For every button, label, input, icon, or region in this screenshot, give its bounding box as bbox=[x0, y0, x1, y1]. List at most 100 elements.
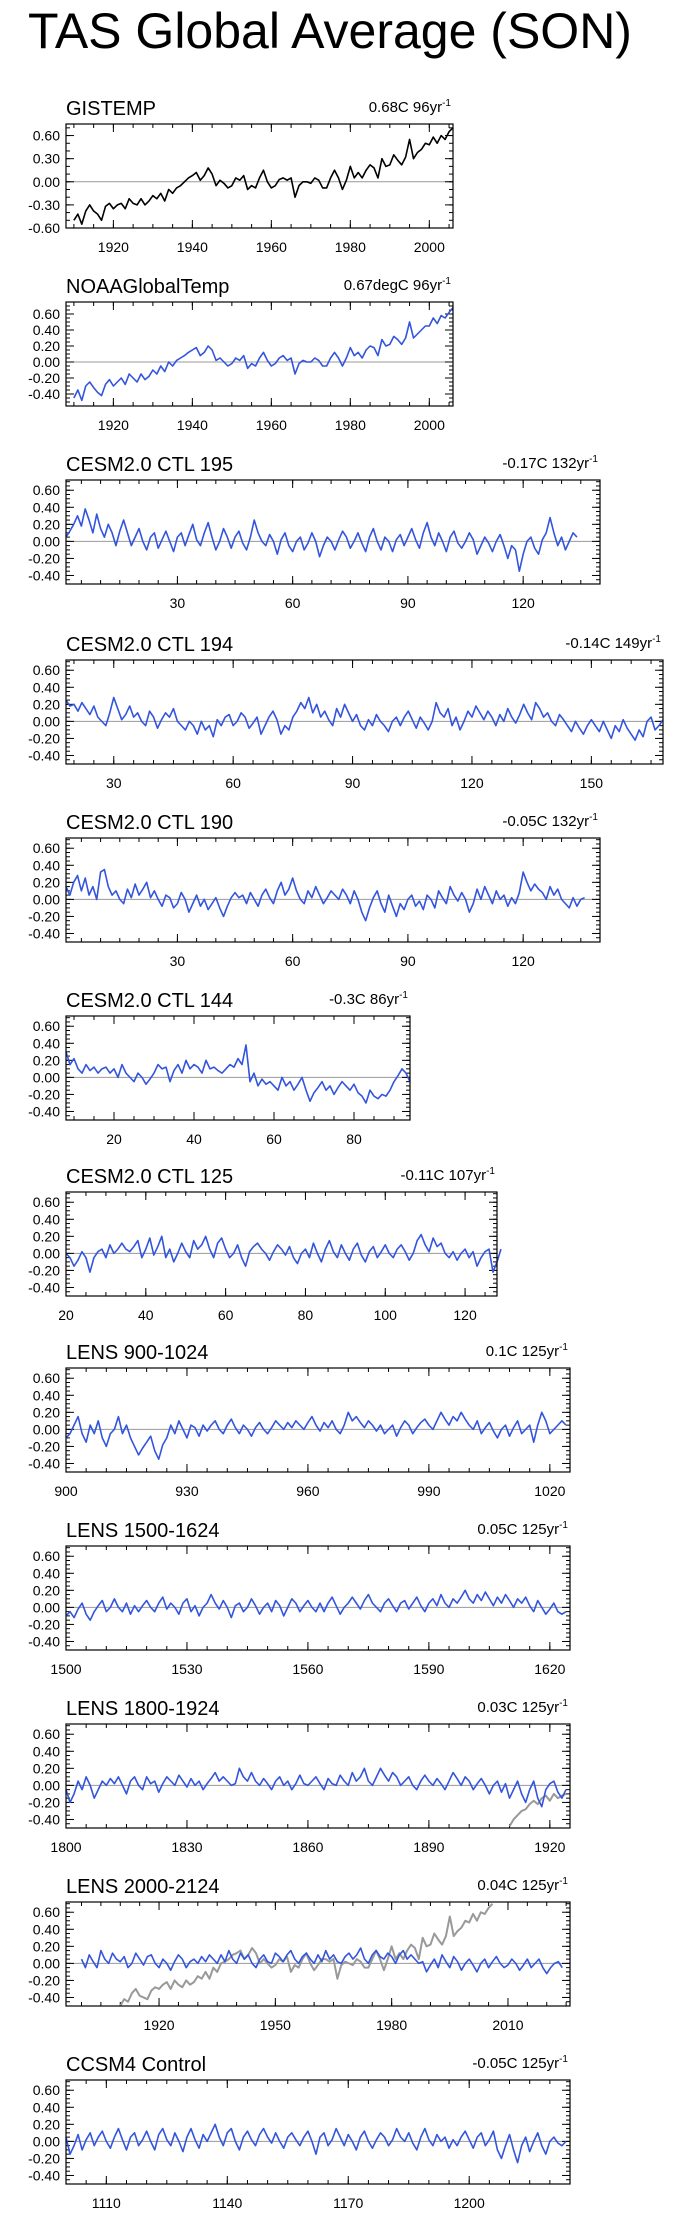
y-tick-label: 0.60 bbox=[33, 128, 60, 144]
x-tick-label: 1960 bbox=[256, 417, 287, 433]
x-tick-label: 1920 bbox=[143, 2017, 174, 2033]
x-tick-label: 2000 bbox=[414, 239, 445, 255]
y-tick-label: 0.20 bbox=[33, 1760, 60, 1776]
series-line bbox=[65, 1233, 502, 1273]
x-tick-label: 1980 bbox=[335, 239, 366, 255]
panel-stat: -0.17C 132yr-1 bbox=[502, 454, 598, 472]
panel-title: LENS 900-1024 bbox=[66, 1342, 208, 1364]
y-tick-label: 0.60 bbox=[33, 1548, 60, 1564]
y-tick-label: 0.20 bbox=[33, 338, 60, 354]
y-tick-label: 0.60 bbox=[33, 482, 60, 498]
panel-stat-exponent: -1 bbox=[559, 2054, 568, 2065]
y-tick-label: 0.20 bbox=[33, 1228, 60, 1244]
y-tick-label: 0.00 bbox=[33, 533, 60, 549]
x-tick-label: 100 bbox=[374, 1307, 398, 1323]
overlay-series-line bbox=[508, 1792, 567, 1827]
y-tick-label: -0.20 bbox=[28, 1972, 60, 1988]
panel-stat: 0.04C 125yr-1 bbox=[477, 1876, 568, 1894]
panel-stat-exponent: -1 bbox=[559, 1520, 568, 1531]
x-tick-label: 80 bbox=[298, 1307, 314, 1323]
x-tick-label: 1920 bbox=[534, 1839, 565, 1855]
panel-title: LENS 1800-1924 bbox=[66, 1698, 219, 1720]
x-tick-label: 930 bbox=[175, 1483, 199, 1499]
x-tick-label: 1940 bbox=[177, 239, 208, 255]
x-tick-label: 2000 bbox=[414, 417, 445, 433]
y-tick-label: -0.20 bbox=[28, 1616, 60, 1632]
y-tick-label: -0.40 bbox=[28, 567, 60, 583]
y-tick-label: 0.30 bbox=[33, 151, 60, 167]
x-tick-label: 1980 bbox=[335, 417, 366, 433]
plot-frame bbox=[65, 659, 664, 765]
x-tick-label: 40 bbox=[138, 1307, 154, 1323]
panel-title: GISTEMP bbox=[66, 98, 156, 120]
y-tick-label: 0.00 bbox=[33, 1777, 60, 1793]
y-tick-label: 0.60 bbox=[33, 1726, 60, 1742]
y-tick-label: 0.60 bbox=[33, 1018, 60, 1034]
panel-stat: 0.1C 125yr-1 bbox=[486, 1342, 569, 1360]
x-tick-label: 1500 bbox=[50, 1661, 81, 1677]
plot-frame bbox=[65, 1015, 411, 1121]
y-tick-label: -0.40 bbox=[28, 1103, 60, 1119]
panel-stat: 0.03C 125yr-1 bbox=[477, 1698, 568, 1716]
panel-stat-exponent: -1 bbox=[589, 454, 598, 465]
chart-panel: 0.60 0.30 0.00 -0.30 -0.60 1920 1940 1960 1980 20… bbox=[28, 98, 454, 255]
y-tick-label: 0.20 bbox=[33, 516, 60, 532]
chart-panel: 0.600.400.200.00-0.20-0.40 1110 1140 1170 12… bbox=[28, 2054, 571, 2211]
y-tick-label: -0.20 bbox=[28, 550, 60, 566]
x-tick-label: 60 bbox=[285, 595, 301, 611]
x-tick-label: 1960 bbox=[256, 239, 287, 255]
y-tick-label: 0.40 bbox=[33, 1743, 60, 1759]
y-tick-label: -0.20 bbox=[28, 730, 60, 746]
y-tick-label: 0.40 bbox=[33, 1211, 60, 1227]
panel-stat: -0.11C 107yr-1 bbox=[400, 1166, 495, 1184]
plot-frame bbox=[65, 123, 454, 229]
chart-panel: 0.600.400.200.00-0.20-0.40 1800 1830 1860 18… bbox=[28, 1698, 571, 1855]
y-tick-label: 0.00 bbox=[33, 713, 60, 729]
x-tick-label: 1560 bbox=[292, 1661, 323, 1677]
panel-title: NOAAGlobalTemp bbox=[66, 276, 229, 298]
panel-title: CESM2.0 CTL 194 bbox=[66, 634, 233, 656]
x-tick-label: 120 bbox=[460, 775, 484, 791]
panel-stat-exponent: -1 bbox=[486, 1166, 495, 1177]
panel-stat-exponent: -1 bbox=[442, 276, 451, 287]
y-tick-label: -0.20 bbox=[28, 1794, 60, 1810]
x-tick-label: 1980 bbox=[376, 2017, 407, 2033]
x-tick-label: 40 bbox=[186, 1131, 202, 1147]
y-tick-label: -0.40 bbox=[28, 925, 60, 941]
chart-panel: 0.600.400.200.00-0.20-0.40 900 930 960 990 10… bbox=[28, 1342, 571, 1499]
x-tick-label: 1620 bbox=[534, 1661, 565, 1677]
y-tick-label: 0.40 bbox=[33, 499, 60, 515]
x-tick-label: 1830 bbox=[171, 1839, 202, 1855]
x-tick-label: 90 bbox=[400, 595, 416, 611]
x-tick-label: 60 bbox=[266, 1131, 282, 1147]
y-tick-label: 0.00 bbox=[33, 1245, 60, 1261]
plot-frame bbox=[65, 837, 601, 943]
chart-panel: 0.600.400.200.00-0.20-0.40 1500 1530 1560 15… bbox=[28, 1520, 571, 1677]
y-tick-label: -0.20 bbox=[28, 370, 60, 386]
y-tick-label: -0.40 bbox=[28, 2167, 60, 2183]
series-line bbox=[65, 1767, 567, 1808]
chart-panel: 0.600.400.200.00-0.20-0.40 30 60 90 120 CESM2… bbox=[28, 454, 601, 611]
y-tick-label: -0.20 bbox=[28, 2150, 60, 2166]
x-tick-label: 2010 bbox=[492, 2017, 523, 2033]
y-tick-label: 0.00 bbox=[33, 1421, 60, 1437]
y-tick-label: 0.20 bbox=[33, 874, 60, 890]
x-tick-label: 1590 bbox=[413, 1661, 444, 1677]
panel-stat: -0.05C 125yr-1 bbox=[472, 2054, 568, 2072]
x-tick-label: 90 bbox=[400, 953, 416, 969]
chart-panel: 0.600.400.200.00-0.20-0.40 20 40 60 80 CESM2.… bbox=[28, 990, 411, 1147]
panel-stat-exponent: -1 bbox=[559, 1698, 568, 1709]
y-tick-label: -0.40 bbox=[28, 1811, 60, 1827]
series-line bbox=[65, 868, 585, 922]
series-line bbox=[65, 696, 664, 741]
y-tick-label: 0.00 bbox=[33, 174, 60, 190]
y-tick-label: 0.00 bbox=[33, 1599, 60, 1615]
y-tick-label: 0.00 bbox=[33, 891, 60, 907]
y-tick-label: -0.30 bbox=[28, 197, 60, 213]
y-tick-label: 0.60 bbox=[33, 306, 60, 322]
y-tick-label: -0.40 bbox=[28, 1989, 60, 2005]
y-tick-label: -0.20 bbox=[28, 1262, 60, 1278]
x-tick-label: 1530 bbox=[171, 1661, 202, 1677]
x-tick-label: 120 bbox=[453, 1307, 477, 1323]
